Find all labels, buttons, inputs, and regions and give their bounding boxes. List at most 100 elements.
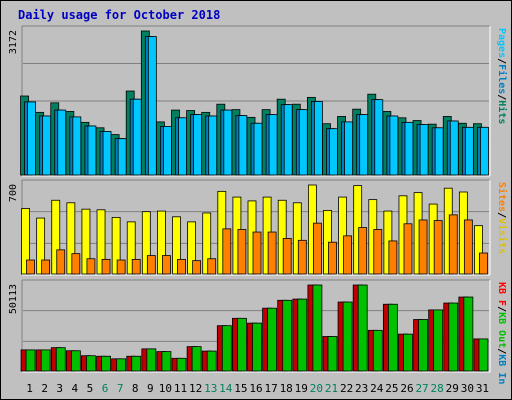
y-axis-label-part: Visits: [496, 218, 508, 254]
x-tick-label: 13: [204, 382, 217, 395]
x-tick-label: 27: [415, 382, 428, 395]
bar-kb-out: [101, 355, 111, 372]
bar-pages: [72, 116, 82, 176]
bar-kb-out: [312, 284, 323, 372]
x-tick-label: 31: [476, 382, 489, 395]
x-tick-label: 28: [431, 382, 444, 395]
bar-pages: [313, 101, 323, 176]
bar-visits: [187, 221, 197, 275]
y-axis-label-part: /: [496, 212, 507, 218]
x-tick-label: 1: [26, 382, 33, 395]
bar-pages: [480, 126, 489, 176]
bar-sites: [267, 231, 277, 275]
bar-visits: [172, 216, 181, 275]
bar-kb-out: [70, 350, 81, 372]
y-max-tick-label: 50113: [8, 284, 19, 314]
x-tick-label: 9: [147, 382, 154, 395]
x-tick-label: 5: [87, 382, 94, 395]
bar-sites: [146, 255, 156, 275]
bar-kb-out: [433, 309, 444, 372]
bar-kb-out: [25, 349, 36, 372]
bar-sites: [131, 258, 141, 275]
x-tick-label: 17: [264, 382, 277, 395]
bar-sites: [86, 258, 96, 275]
bar-pages: [464, 126, 474, 176]
bar-pages: [193, 114, 203, 176]
bar-pages: [434, 127, 444, 176]
bar-pages: [117, 138, 127, 176]
x-tick-label: 8: [132, 382, 139, 395]
bar-visits: [111, 217, 121, 275]
bar-sites: [282, 237, 292, 275]
bar-pages: [449, 120, 459, 176]
bar-kb-out: [86, 355, 96, 372]
bar-kb-out: [176, 357, 187, 372]
chart-title: Daily usage for October 2018: [18, 8, 220, 22]
x-tick-label: 14: [219, 382, 233, 395]
bar-pages: [329, 128, 338, 176]
bar-sites: [162, 255, 171, 275]
bar-kb-out: [418, 319, 428, 372]
x-tick-label: 21: [325, 382, 338, 395]
bar-kb-out: [191, 346, 202, 372]
bar-sites: [237, 229, 247, 275]
bar-kb-out: [282, 299, 293, 372]
x-tick-label: 26: [400, 382, 413, 395]
bar-sites: [479, 252, 488, 275]
bar-kb-out: [403, 333, 413, 372]
x-tick-label: 20: [310, 382, 323, 395]
bar-kb-out: [252, 322, 262, 372]
bar-kb-out: [161, 351, 172, 372]
x-tick-label: 23: [355, 382, 368, 395]
y-axis-label-part: /: [496, 58, 507, 64]
bar-kb-out: [131, 355, 142, 372]
x-tick-label: 19: [295, 382, 308, 395]
bar-sites: [222, 228, 232, 275]
bar-visits: [21, 208, 30, 275]
y-axis-label-part: /: [496, 94, 507, 100]
bar-pages: [283, 104, 293, 176]
y-axis-label-part: KB In: [496, 354, 507, 384]
bar-kb-out: [357, 284, 368, 372]
y-axis-label-part: Hits: [496, 100, 508, 124]
bar-sites: [328, 241, 337, 275]
bar-kb-out: [40, 349, 51, 372]
bar-sites: [41, 259, 51, 275]
y-axis-label: KB F/KB Out/KB In: [496, 282, 507, 384]
bar-kb-out: [448, 302, 459, 372]
x-tick-label: 30: [461, 382, 474, 395]
bar-pages: [374, 99, 384, 176]
bar-sites: [388, 240, 398, 275]
bar-pages: [42, 115, 52, 176]
bar-visits: [126, 221, 136, 275]
y-axis-label-part: Pages: [496, 28, 507, 58]
bar-sites: [56, 249, 66, 275]
bar-visits: [292, 202, 302, 275]
y-max-tick-label: 3172: [8, 30, 19, 54]
bar-kb-out: [342, 301, 353, 372]
bar-pages: [27, 101, 36, 176]
bar-sites: [373, 229, 383, 275]
bar-visits: [474, 225, 483, 275]
bar-pages: [419, 124, 429, 176]
bar-pages: [404, 121, 414, 176]
x-tick-label: 15: [234, 382, 247, 395]
bar-sites: [312, 222, 322, 275]
bar-sites: [177, 258, 186, 275]
bar-sites: [418, 219, 428, 275]
x-tick-label: 10: [159, 382, 172, 395]
bar-visits: [277, 199, 287, 275]
bar-pages: [268, 114, 278, 176]
y-axis-label-part: /: [496, 348, 507, 354]
bar-sites: [358, 227, 368, 275]
bar-visits: [157, 210, 166, 275]
bar-visits: [81, 208, 91, 275]
y-axis-label-part: Sites: [496, 182, 508, 212]
bar-kb-out: [387, 303, 398, 372]
bar-kb-out: [55, 347, 66, 372]
bar-kb-out: [206, 350, 217, 372]
x-tick-label: 2: [41, 382, 48, 395]
bar-kb-out: [116, 358, 127, 372]
x-tick-label: 22: [340, 382, 353, 395]
y-axis-label-part: Files: [496, 64, 508, 94]
